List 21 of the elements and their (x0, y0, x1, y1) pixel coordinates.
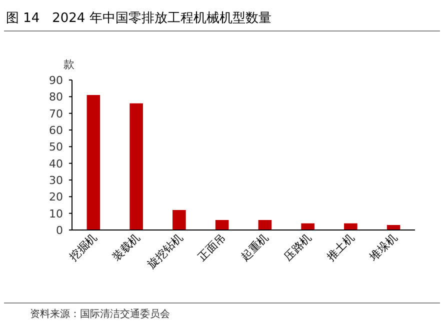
title: 图 14 2024 年中国零排放工程机械机型数量 (6, 11, 272, 26)
y-tick-label: 90 (49, 74, 63, 87)
x-tick-label: 挖掘机 (67, 230, 100, 264)
text: 资料来源：国际清洁交通委员会 (30, 308, 170, 320)
y-tick-label: 80 (49, 90, 63, 104)
x-tick-label: 推土机 (324, 230, 357, 264)
y-axis-title: 款 (64, 58, 74, 71)
x-tick-label: 压路机 (281, 230, 314, 264)
y-tick-label: 40 (49, 157, 63, 170)
x-tick-label: 装载机 (110, 230, 142, 264)
y-tick-label: 10 (49, 207, 63, 220)
x-tick-label: 旋挖钻机 (145, 230, 186, 272)
y-tick-label: 70 (49, 107, 63, 120)
x-tick-label: 堆垛机 (366, 230, 400, 264)
y-tick-label: 30 (49, 174, 63, 187)
y-tick-label: 20 (49, 190, 63, 204)
x-tick-label: 正面吊 (196, 230, 228, 264)
x-tick-label: 起重机 (238, 230, 272, 264)
y-tick-label: 50 (49, 140, 63, 154)
y-tick-label: 0 (56, 224, 63, 237)
y-tick-label: 60 (49, 124, 63, 137)
